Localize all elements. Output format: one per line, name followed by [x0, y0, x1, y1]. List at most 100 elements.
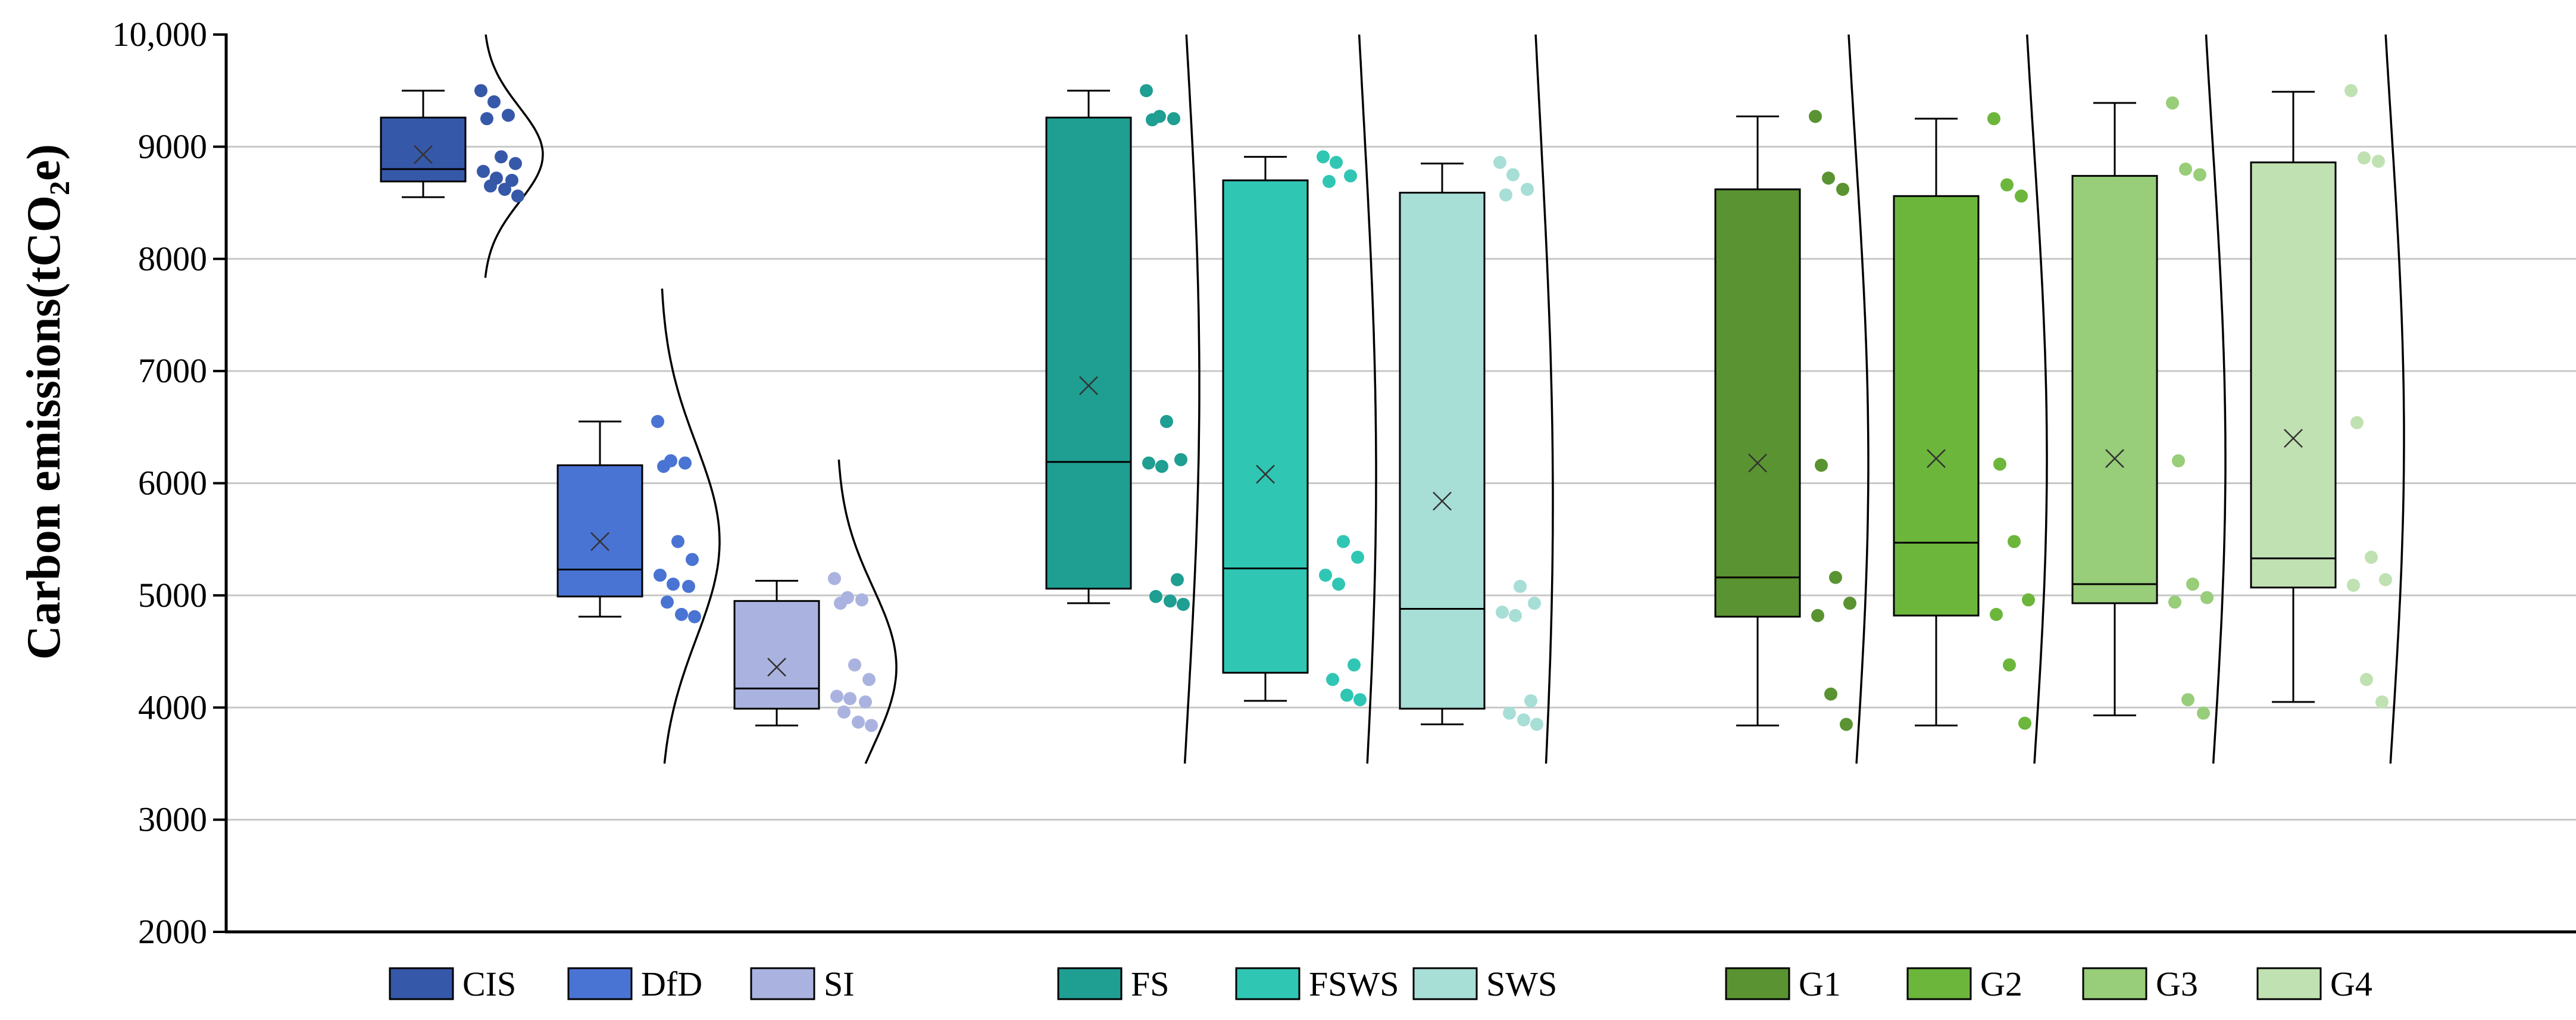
data-point — [859, 695, 872, 709]
data-point — [2166, 96, 2179, 110]
data-point — [2168, 595, 2181, 609]
y-tick-label: 2000 — [138, 912, 207, 951]
points-fs — [1140, 84, 1190, 611]
box-iqr — [2250, 161, 2337, 589]
data-point — [675, 607, 688, 621]
data-point — [2379, 573, 2392, 587]
box-iqr — [2071, 174, 2158, 604]
data-point — [2022, 593, 2035, 607]
legend-item-sws: SWS — [1412, 965, 1557, 1003]
mean-marker — [2105, 449, 2124, 468]
data-point — [682, 579, 695, 593]
box-iqr — [557, 464, 643, 598]
data-point — [2000, 178, 2014, 192]
data-point — [862, 673, 876, 687]
box-iqr — [1893, 195, 1980, 617]
box-series — [380, 89, 2337, 726]
points-fsws — [1317, 150, 1367, 707]
data-point — [667, 578, 680, 591]
legend-swatch — [1725, 967, 1790, 1000]
data-point — [1815, 458, 1828, 472]
data-point — [1330, 155, 1343, 169]
distribution-curve — [661, 288, 721, 764]
y-axis-title: Carbon emissions(tCO₂e) — [18, 144, 70, 660]
data-point — [1521, 182, 1534, 196]
data-point — [1811, 609, 1824, 622]
points-sws — [1493, 155, 1543, 731]
data-point — [487, 95, 501, 109]
data-point — [2003, 658, 2016, 672]
data-point — [1843, 597, 1856, 610]
data-point — [1524, 694, 1537, 707]
y-tick-label: 9000 — [138, 127, 207, 166]
data-point — [688, 610, 701, 623]
data-point — [1332, 578, 1345, 591]
data-point — [2344, 84, 2358, 98]
mean-marker — [2284, 429, 2303, 448]
box-iqr — [1714, 188, 1801, 618]
box-g3 — [2071, 102, 2158, 716]
data-point — [1987, 112, 2000, 126]
legend-label: FS — [1131, 965, 1170, 1003]
data-point — [2347, 578, 2360, 592]
legend-label: G1 — [1799, 965, 1841, 1003]
points-g1 — [1809, 110, 1856, 731]
data-point — [1323, 174, 1336, 188]
legend-swatch — [1057, 967, 1123, 1000]
distribution-curve — [1183, 34, 1201, 764]
points-cis — [474, 84, 524, 203]
box-si — [733, 579, 820, 726]
data-point — [2015, 189, 2028, 203]
data-point — [1146, 113, 1159, 127]
data-point — [2181, 693, 2194, 707]
data-point — [477, 164, 490, 178]
mean-marker — [1079, 376, 1098, 395]
distribution-curve — [2025, 34, 2048, 764]
legend-label: G2 — [1980, 965, 2022, 1003]
legend-item-g3: G3 — [2082, 965, 2198, 1003]
data-point — [1353, 693, 1367, 707]
legend-item-g2: G2 — [1906, 965, 2022, 1003]
legend-item-cis: CIS — [389, 965, 516, 1003]
data-point — [2193, 168, 2206, 182]
mean-marker — [1927, 449, 1946, 468]
data-point — [654, 568, 667, 582]
data-point — [1340, 688, 1353, 702]
data-point — [2172, 454, 2185, 467]
legend-swatch — [389, 967, 454, 1000]
legend-swatch — [567, 967, 633, 1000]
data-point — [1348, 658, 1361, 672]
distribution-curve — [2384, 34, 2405, 764]
box-iqr — [1222, 179, 1309, 674]
data-point — [1177, 597, 1190, 611]
points-g3 — [2166, 96, 2214, 720]
data-point — [2372, 154, 2385, 168]
box-dfd — [557, 420, 643, 618]
data-point — [502, 108, 515, 122]
y-tick-label: 8000 — [138, 239, 207, 278]
legend-item-si: SI — [750, 965, 855, 1003]
mean-marker — [414, 145, 433, 164]
box-cis — [380, 89, 467, 198]
data-point — [1174, 453, 1187, 466]
data-point — [1990, 607, 2003, 621]
legend-label: G3 — [2156, 965, 2198, 1003]
data-point — [686, 553, 699, 566]
points-si — [828, 572, 878, 732]
data-point — [505, 173, 518, 187]
mean-marker — [1748, 453, 1767, 473]
data-point — [679, 456, 692, 470]
data-point — [2365, 550, 2378, 564]
data-point — [865, 719, 878, 732]
legend-label: FSWS — [1309, 965, 1399, 1003]
data-point — [474, 84, 487, 98]
data-point — [1317, 150, 1330, 164]
data-point — [1499, 188, 1512, 202]
data-point — [1514, 579, 1527, 593]
data-point — [2358, 151, 2371, 165]
data-point — [2197, 706, 2210, 720]
data-point — [828, 572, 841, 585]
distribution-curve — [1847, 34, 1870, 764]
legend-item-dfd: DfD — [567, 965, 702, 1003]
distribution-curves — [484, 34, 2405, 765]
